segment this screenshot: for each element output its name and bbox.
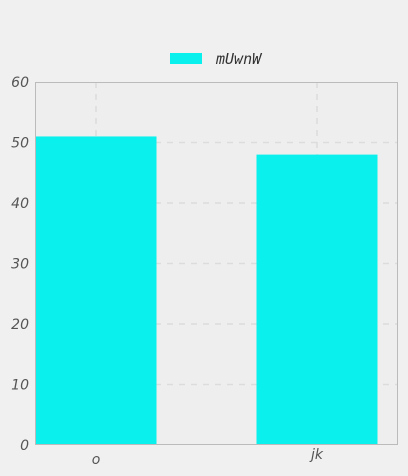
bars	[35, 136, 378, 445]
x-tick-label-o: o	[92, 452, 101, 468]
x-tick-label-jk: jk	[309, 447, 324, 463]
bar-jk	[256, 154, 378, 445]
bar-o	[35, 136, 157, 445]
y-tick-label-0: 0	[20, 438, 29, 454]
y-tick-label-10: 10	[11, 378, 29, 394]
legend-swatch-mUwnW	[170, 53, 202, 64]
legend: mUwnW	[170, 50, 263, 68]
y-tick-label-20: 20	[11, 317, 29, 333]
legend-label-mUwnW: mUwnW	[215, 50, 263, 68]
y-tick-label-50: 50	[11, 136, 29, 152]
y-tick-label-60: 60	[11, 75, 29, 91]
x-axis-ticks: o jk	[92, 447, 324, 468]
y-tick-label-40: 40	[11, 196, 29, 212]
plot-frame	[35, 82, 398, 445]
y-tick-label-30: 30	[11, 257, 29, 273]
y-axis-ticks: 0 10 20 30 40 50 60	[11, 75, 29, 454]
